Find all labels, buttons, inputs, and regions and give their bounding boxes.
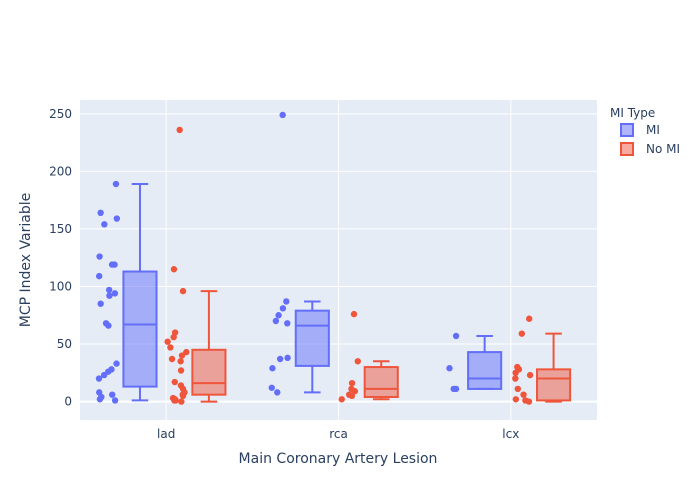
data-point <box>96 253 103 260</box>
data-point <box>172 397 179 404</box>
data-point <box>111 397 119 404</box>
box-group-mi-rca <box>268 111 330 396</box>
legend: MI Type MI No MI <box>610 106 680 156</box>
data-point <box>446 365 453 372</box>
data-point <box>526 315 533 322</box>
data-point <box>512 375 519 382</box>
y-axis-ticks: 0 50 100 150 200 250 <box>49 107 72 409</box>
grid-lines <box>80 100 597 420</box>
legend-label: No MI <box>646 142 680 156</box>
data-point <box>170 333 177 341</box>
data-point <box>111 261 118 268</box>
data-point <box>512 396 520 403</box>
box-group-no-mi-lcx <box>512 315 572 405</box>
legend-swatch <box>620 123 634 137</box>
data-point <box>178 352 186 359</box>
data-point <box>178 398 185 405</box>
data-point <box>452 332 460 340</box>
data-point <box>95 272 103 280</box>
data-point <box>525 398 533 405</box>
data-point <box>97 209 104 217</box>
data-point <box>348 392 356 400</box>
data-point <box>268 384 275 391</box>
data-point <box>101 221 108 228</box>
data-point <box>112 180 120 188</box>
box-iqr <box>122 270 158 388</box>
data-point <box>100 371 108 379</box>
x-axis-title: Main Coronary Artery Lesion <box>239 451 438 467</box>
data-point <box>106 292 113 299</box>
box-iqr <box>467 351 503 390</box>
data-point <box>183 348 190 356</box>
x-tick-label: lcx <box>502 427 519 441</box>
x-tick-label: lad <box>157 427 175 441</box>
data-point <box>170 266 178 273</box>
data-point <box>338 396 345 403</box>
data-point <box>512 369 519 377</box>
data-point <box>272 317 280 325</box>
box-group-mi-lad <box>95 180 158 404</box>
y-tick-label: 150 <box>49 222 72 236</box>
data-point <box>452 385 460 393</box>
data-point <box>350 310 358 318</box>
data-point <box>111 290 119 297</box>
data-point <box>177 358 184 365</box>
data-point <box>514 385 522 393</box>
data-point <box>520 391 527 398</box>
data-point <box>105 322 112 329</box>
data-point <box>164 338 171 345</box>
x-axis-ticks: lad rca lcx <box>157 427 519 441</box>
data-point <box>113 360 120 367</box>
data-point <box>113 215 121 222</box>
box-group-no-mi-lad <box>164 126 227 405</box>
legend-title: MI Type <box>610 106 655 120</box>
data-point <box>284 354 291 362</box>
data-point <box>97 300 104 307</box>
data-point <box>518 330 526 337</box>
data-point <box>348 379 356 387</box>
box-iqr <box>536 368 572 402</box>
data-point <box>269 365 276 372</box>
x-tick-label: rca <box>329 427 348 441</box>
data-point <box>526 371 534 379</box>
box-group-no-mi-rca <box>338 310 399 403</box>
data-point <box>279 111 286 119</box>
data-point <box>284 320 291 327</box>
data-point <box>275 312 282 319</box>
data-point <box>167 344 174 351</box>
data-point <box>283 298 290 305</box>
legend-swatch <box>620 142 634 156</box>
data-point <box>177 367 185 374</box>
box-group-mi-lcx <box>446 332 503 393</box>
y-tick-label: 0 <box>64 395 72 409</box>
box-iqr <box>294 309 330 367</box>
data-point <box>179 287 187 295</box>
box-traces <box>95 111 572 405</box>
data-point <box>179 392 187 400</box>
data-point <box>274 389 281 396</box>
data-point <box>171 378 178 386</box>
box-iqr <box>363 366 399 398</box>
data-point <box>168 355 176 363</box>
y-tick-label: 100 <box>49 279 72 293</box>
box-iqr <box>191 348 227 396</box>
y-tick-label: 50 <box>57 337 72 351</box>
data-point <box>105 286 113 294</box>
data-point <box>276 355 284 363</box>
data-point <box>176 126 183 134</box>
legend-label: MI <box>646 123 660 137</box>
data-point <box>109 391 116 398</box>
data-point <box>351 388 359 395</box>
y-tick-label: 200 <box>49 164 72 178</box>
y-axis-title: MCP Index Variable <box>18 193 34 327</box>
data-point <box>354 358 361 365</box>
y-tick-label: 250 <box>49 107 72 121</box>
data-point <box>279 305 287 312</box>
data-point <box>96 396 104 403</box>
data-point <box>95 375 103 382</box>
